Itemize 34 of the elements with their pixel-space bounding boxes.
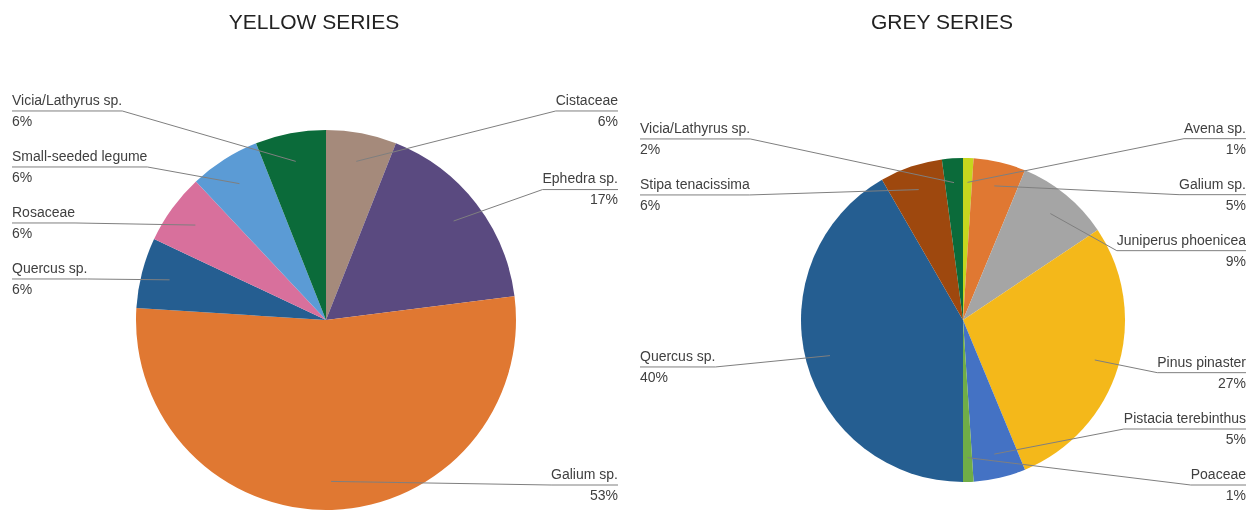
data-label: 2% [640, 140, 661, 157]
data-label: 5% [1225, 196, 1246, 213]
slice-label: Rosaceae [12, 203, 76, 220]
data-label: 9% [1225, 252, 1246, 269]
data-label: 6% [12, 224, 33, 241]
data-label: 40% [640, 368, 669, 385]
data-label: 6% [12, 168, 33, 185]
slice-label: Small-seeded legume [12, 147, 148, 164]
slice-label: Cistaceae [555, 91, 619, 108]
data-label: 1% [1225, 140, 1246, 157]
data-label: 27% [1217, 374, 1246, 391]
data-label: 53% [589, 486, 618, 503]
slice-label: Vicia/Lathyrus sp. [640, 119, 751, 136]
data-label: 5% [1225, 430, 1246, 447]
slice-label: Avena sp. [1183, 119, 1246, 136]
chart-title: YELLOW SERIES [227, 10, 401, 34]
data-label: 17% [589, 191, 618, 208]
slice-label: Quercus sp. [12, 259, 88, 276]
slice-label: Quercus sp. [640, 347, 716, 364]
data-label: 6% [597, 112, 618, 129]
data-label: 6% [640, 196, 661, 213]
data-label: 6% [12, 280, 33, 297]
data-label: 6% [12, 112, 33, 129]
data-label: 1% [1225, 486, 1246, 503]
slice-label: Galium sp. [551, 465, 618, 482]
slice-label: Galium sp. [1179, 175, 1246, 192]
slice-label: Pinus pinaster [1157, 353, 1247, 370]
slice-label: Juniperus phoenicea [1116, 231, 1247, 248]
slice-label: Vicia/Lathyrus sp. [12, 91, 123, 108]
chart-title: GREY SERIES [870, 10, 1014, 34]
slice-label: Poaceae [1190, 465, 1247, 482]
slice-label: Ephedra sp. [542, 170, 618, 187]
slice-label: Pistacia terebinthus [1123, 409, 1246, 426]
slice-label: Stipa tenacissima [640, 175, 750, 192]
